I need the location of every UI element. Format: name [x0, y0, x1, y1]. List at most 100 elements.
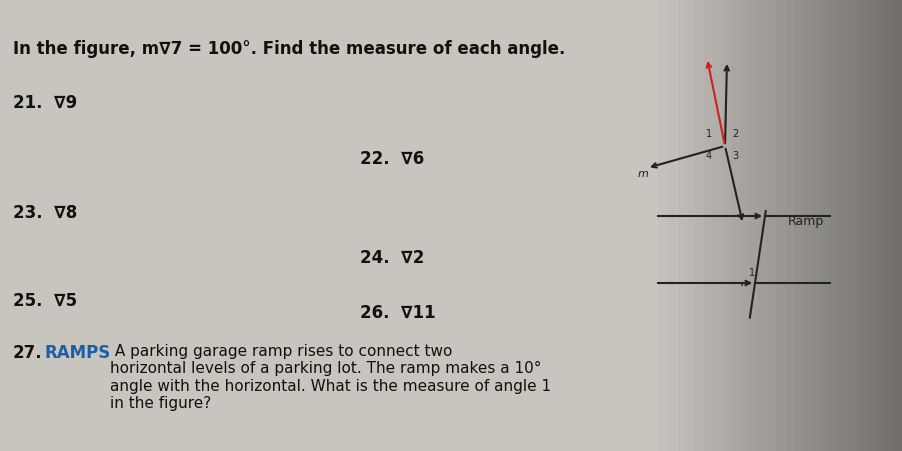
Bar: [325, 0, 334, 451]
Bar: [875, 0, 884, 451]
Bar: [848, 0, 857, 451]
Bar: [839, 0, 848, 451]
Bar: [767, 0, 776, 451]
Bar: [893, 0, 902, 451]
Bar: [388, 0, 397, 451]
Bar: [379, 0, 388, 451]
Bar: [271, 0, 280, 451]
Bar: [334, 0, 343, 451]
Text: 3: 3: [732, 151, 738, 161]
Bar: [307, 0, 316, 451]
Bar: [586, 0, 595, 451]
Text: 24.  ∇2: 24. ∇2: [360, 249, 424, 267]
Bar: [740, 0, 749, 451]
Bar: [424, 0, 433, 451]
Bar: [126, 0, 135, 451]
Bar: [262, 0, 271, 451]
Bar: [487, 0, 496, 451]
Text: 4: 4: [706, 151, 712, 161]
Bar: [442, 0, 451, 451]
Bar: [667, 0, 676, 451]
Bar: [415, 0, 424, 451]
Text: 27.: 27.: [13, 343, 42, 361]
Bar: [18, 0, 27, 451]
Bar: [604, 0, 613, 451]
Bar: [45, 0, 54, 451]
Bar: [316, 0, 325, 451]
Bar: [0, 0, 9, 451]
Bar: [676, 0, 686, 451]
Text: Ramp: Ramp: [788, 215, 824, 228]
Bar: [117, 0, 126, 451]
Bar: [640, 0, 649, 451]
Bar: [54, 0, 63, 451]
Text: 1: 1: [749, 267, 755, 277]
Bar: [207, 0, 216, 451]
Bar: [649, 0, 658, 451]
Bar: [226, 0, 235, 451]
Bar: [559, 0, 568, 451]
Bar: [135, 0, 144, 451]
Bar: [162, 0, 171, 451]
Bar: [289, 0, 298, 451]
Bar: [460, 0, 469, 451]
Bar: [280, 0, 289, 451]
Bar: [180, 0, 189, 451]
Bar: [144, 0, 153, 451]
Bar: [433, 0, 442, 451]
Text: 21.  ∇9: 21. ∇9: [13, 94, 78, 112]
Bar: [370, 0, 379, 451]
Bar: [577, 0, 586, 451]
Bar: [171, 0, 180, 451]
Bar: [631, 0, 640, 451]
Bar: [713, 0, 722, 451]
Text: m: m: [638, 169, 649, 179]
Bar: [478, 0, 487, 451]
Bar: [568, 0, 577, 451]
Text: 25.  ∇5: 25. ∇5: [13, 291, 78, 309]
Bar: [541, 0, 550, 451]
Bar: [343, 0, 352, 451]
Bar: [514, 0, 523, 451]
Bar: [451, 0, 460, 451]
Bar: [595, 0, 604, 451]
Bar: [785, 0, 794, 451]
Bar: [523, 0, 532, 451]
Bar: [704, 0, 713, 451]
Text: A parking garage ramp rises to connect two
horizontal levels of a parking lot. T: A parking garage ramp rises to connect t…: [110, 343, 551, 410]
Text: In the figure, m∇7 = 100°. Find the measure of each angle.: In the figure, m∇7 = 100°. Find the meas…: [13, 40, 566, 58]
Bar: [90, 0, 99, 451]
Bar: [469, 0, 478, 451]
Bar: [821, 0, 830, 451]
Bar: [406, 0, 415, 451]
Bar: [803, 0, 812, 451]
Text: 1: 1: [706, 129, 712, 139]
Bar: [812, 0, 821, 451]
Bar: [244, 0, 253, 451]
Bar: [613, 0, 622, 451]
Bar: [198, 0, 207, 451]
Bar: [108, 0, 117, 451]
Bar: [81, 0, 90, 451]
Bar: [749, 0, 758, 451]
Text: 26.  ∇11: 26. ∇11: [360, 304, 436, 321]
Bar: [550, 0, 559, 451]
Bar: [830, 0, 839, 451]
Bar: [63, 0, 72, 451]
Bar: [695, 0, 704, 451]
Text: 2: 2: [732, 129, 738, 139]
Text: RAMPS: RAMPS: [45, 343, 111, 361]
Bar: [36, 0, 45, 451]
Bar: [722, 0, 731, 451]
Bar: [532, 0, 541, 451]
Bar: [153, 0, 162, 451]
Bar: [505, 0, 514, 451]
Bar: [253, 0, 262, 451]
Bar: [397, 0, 406, 451]
Bar: [235, 0, 244, 451]
Bar: [72, 0, 81, 451]
Bar: [686, 0, 695, 451]
Bar: [857, 0, 866, 451]
Bar: [776, 0, 785, 451]
Bar: [27, 0, 36, 451]
